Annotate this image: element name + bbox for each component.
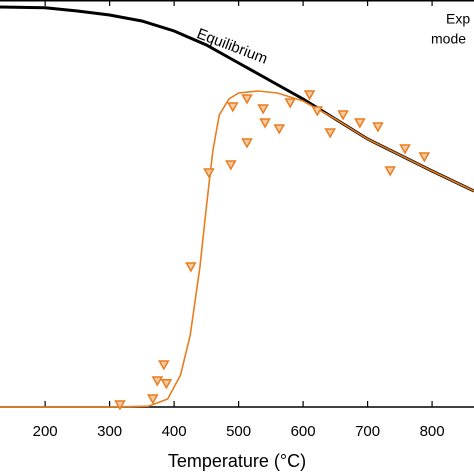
x-tick-label: 800 — [420, 423, 445, 440]
x-tick-label: 200 — [33, 423, 58, 440]
data-point — [160, 379, 173, 390]
data-point — [372, 122, 384, 133]
x-tick-label: 300 — [97, 423, 122, 440]
data-point — [227, 102, 239, 113]
data-point — [241, 94, 253, 105]
series-label: Equilibrium — [195, 25, 270, 67]
data-point — [354, 118, 366, 129]
data-point — [185, 262, 197, 273]
data-point — [225, 160, 237, 171]
data-point — [324, 128, 336, 139]
x-axis-label: Temperature (°C) — [168, 451, 306, 471]
data-point — [114, 400, 126, 411]
data-point — [273, 124, 286, 135]
data-point — [147, 394, 159, 405]
x-tick-label: 400 — [162, 423, 187, 440]
series-line — [0, 90, 474, 408]
data-point — [241, 138, 253, 149]
annotation: Exp — [446, 11, 470, 27]
data-point — [311, 106, 324, 117]
data-point — [418, 152, 431, 163]
data-point — [158, 360, 170, 371]
x-tick-label: 500 — [226, 423, 251, 440]
data-point — [259, 118, 271, 129]
data-point — [303, 90, 316, 101]
data-point — [203, 168, 215, 179]
series-line — [0, 5, 474, 193]
data-point — [399, 144, 411, 155]
data-point — [151, 376, 164, 387]
annotation: mode — [431, 31, 466, 47]
data-point — [337, 110, 349, 121]
data-point — [384, 166, 396, 177]
data-point — [284, 98, 296, 109]
data-point — [257, 104, 269, 115]
x-tick-label: 700 — [355, 423, 380, 440]
x-tick-label: 600 — [291, 423, 316, 440]
